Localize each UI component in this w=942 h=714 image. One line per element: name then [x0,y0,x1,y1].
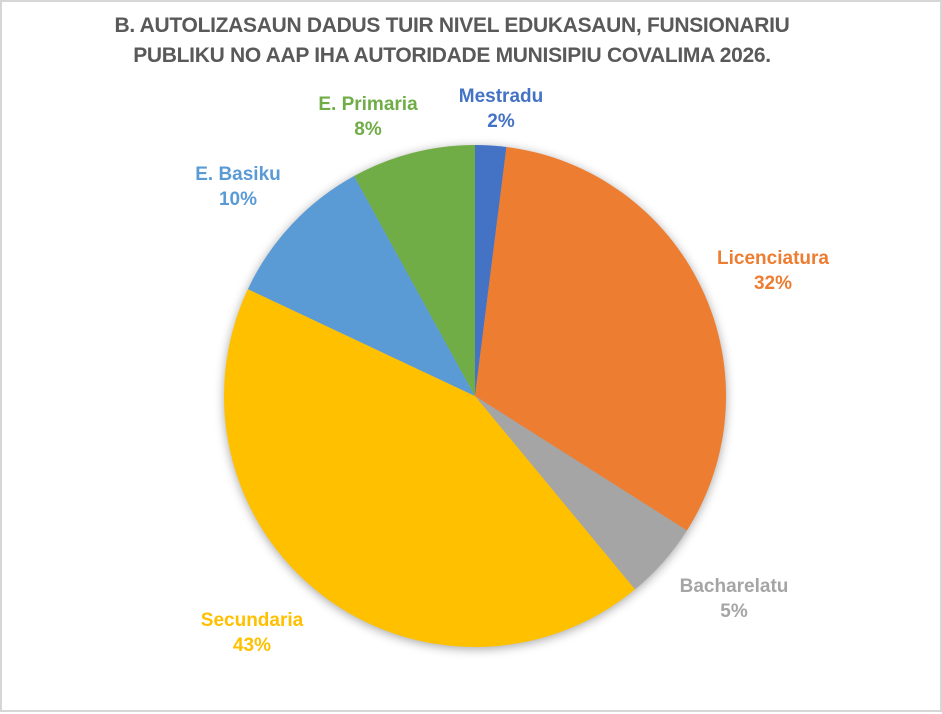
slice-label-pct: 43% [232,635,272,656]
slice-label-licenciatura: Licenciatura 32% [717,246,829,296]
slice-label-name: Bacharelatu [679,576,789,597]
slice-label-pct: 2% [487,111,515,132]
slice-label-pct: 8% [354,119,382,140]
slice-label-secundaria: Secundaria 43% [201,608,303,658]
slice-label-name: E. Primaria [318,94,418,115]
chart-title: B. AUTOLIZASAUN DADUS TUIR NIVEL EDUKASA… [2,11,902,71]
slice-label-pct: 10% [218,189,258,210]
slice-label-name: Licenciatura [717,248,829,269]
slice-label-pct: 32% [753,273,793,294]
slice-label-bacharelatu: Bacharelatu 5% [680,574,789,624]
pie-slice-secundaria [224,289,635,647]
pie-slices [224,145,727,647]
pie-slice-e-basiku [247,176,475,396]
chart-title-line-1: B. AUTOLIZASAUN DADUS TUIR NIVEL EDUKASA… [114,14,790,37]
slice-label-name: Secundaria [200,610,304,631]
slice-label-name: Mestradu [458,86,544,107]
slice-label-pct: 5% [720,601,748,622]
pie-slice-bacharelatu [475,396,687,590]
slice-label-e-basiku: E. Basiku 10% [195,162,281,212]
slice-label-mestradu: Mestradu 2% [459,84,543,134]
pie-slice-licenciatura [475,146,727,531]
slice-label-name: E. Basiku [195,164,281,185]
slice-label-e-primaria: E. Primaria 8% [318,92,417,142]
pie-slice-e-primaria [354,145,475,396]
pie-slice-mestradu [475,145,507,396]
chart-title-line-2: PUBLIKU NO AAP IHA AUTORIDADE MUNISIPIU … [133,44,771,67]
